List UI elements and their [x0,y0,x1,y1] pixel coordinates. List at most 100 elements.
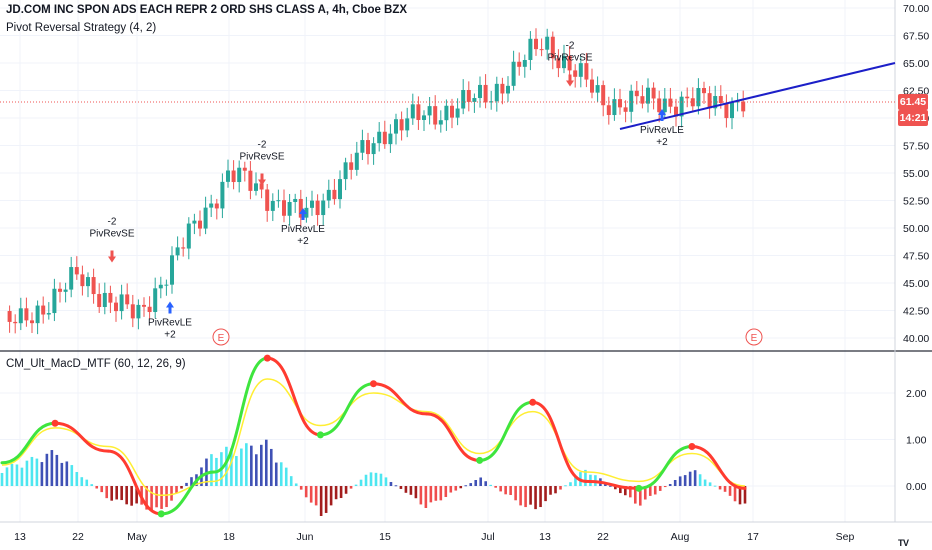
earnings-marker-icon [212,328,230,346]
signal-qty: +2 [297,236,309,247]
tradingview-logo: TV [898,538,909,548]
macd-histogram-bar [409,486,413,495]
candle-body [214,203,219,209]
candle-body [741,101,746,112]
macd-axis-tick: 0.00 [906,481,927,493]
macd-histogram-bar [190,477,193,486]
candle-body [685,96,690,99]
macd-histogram-bar [110,486,114,501]
candle-body [13,321,18,324]
macd-histogram-bar [424,486,428,508]
macd-line-segment [159,470,216,516]
candle-body [175,247,180,256]
candle-body [702,88,706,94]
price-axis-tick: 65.00 [903,58,929,70]
symbol-title: JD.COM INC SPON ADS EACH REPR 2 ORD SHS … [6,4,408,16]
candle-body [618,99,622,108]
macd-histogram-bar [638,486,642,506]
signal-label: PivRevLE [281,224,325,235]
macd-histogram-bar [429,486,433,503]
macd-histogram-bar [349,486,353,489]
time-axis-tick: Sep [836,531,855,543]
price-axis-tick: 50.00 [903,223,929,235]
candle-body [186,223,191,249]
macd-histogram-bar [519,486,522,506]
candle-body [522,60,527,67]
macd-histogram-bar [703,479,707,486]
candle-body [35,305,40,324]
macd-cross-dot [476,456,484,464]
macd-histogram-bar [663,486,667,488]
macd-histogram-bar [20,467,24,486]
time-axis-tick: May [127,531,148,543]
signal-label: PivRevSE [547,53,592,64]
candle-body [388,133,393,145]
price-axis-tick: 67.50 [903,31,929,43]
macd-histogram-bar [559,486,562,490]
candle-body [444,105,449,121]
price-axis-tick: 52.50 [903,196,929,208]
candle-body [450,105,454,118]
macd-line-segment [53,421,110,453]
macd-histogram-bar [130,486,133,506]
macd-histogram-bar [75,472,79,486]
macd-histogram-bar [160,486,163,509]
candle-body [550,36,555,59]
macd-histogram-bar [499,486,502,492]
macd-cross-dot [370,380,377,388]
macd-histogram-bar [389,482,393,486]
macd-histogram-bar [105,486,109,499]
macd-histogram-bar [658,486,662,491]
macd-histogram-bar [45,453,49,486]
candle-body [657,98,662,113]
macd-histogram-bar [85,479,89,486]
macd-histogram-bar [379,473,383,486]
candle-body [646,87,650,104]
price-axis-tick: 55.00 [903,168,929,180]
candle-body [410,104,415,119]
macd-histogram-bar [334,486,338,500]
macd-histogram-bar [449,486,453,493]
candle-body [573,70,578,77]
candle-body [545,36,550,50]
candle-body [170,255,174,285]
macd-histogram-bar [494,486,497,488]
time-axis-tick: 13 [14,531,26,543]
macd-histogram-bar [15,464,19,486]
candle-body [377,131,382,144]
macd-histogram-bar [733,486,737,502]
macd-histogram-bar [40,462,44,486]
macd-histogram-bar [245,443,248,486]
macd-histogram-bar [155,486,158,508]
earnings-marker-icon [745,328,763,346]
candle-body [366,140,370,155]
candle-body [147,306,152,313]
time-axis-tick: 18 [223,531,235,543]
candle-body [438,120,443,125]
earnings-marker-label: E [751,333,758,344]
macd-histogram-bar [439,486,443,501]
macd-histogram-bar [629,486,632,498]
candle-body [528,38,533,61]
signal-qty: -2 [108,217,117,228]
macd-histogram-bar [444,486,448,498]
macd-cross-dot [316,431,324,439]
price-axis-tick: 42.50 [903,306,929,318]
macd-histogram-bar [544,486,547,502]
candle-body [595,85,600,93]
macd-histogram-bar [524,486,527,508]
candle-body [494,83,499,102]
macd-histogram-bar [534,486,537,510]
price-axis-tick: 45.00 [903,278,929,290]
macd-histogram-bar [434,486,438,501]
candle-body [97,294,102,308]
candle-body [74,267,79,275]
candle-body [203,207,208,229]
candle-body [427,106,432,116]
macd-cross-dot [157,510,165,518]
candle-body [293,198,298,202]
candle-body [679,96,684,117]
candle-body [730,101,734,119]
macd-line-segment [637,444,694,490]
